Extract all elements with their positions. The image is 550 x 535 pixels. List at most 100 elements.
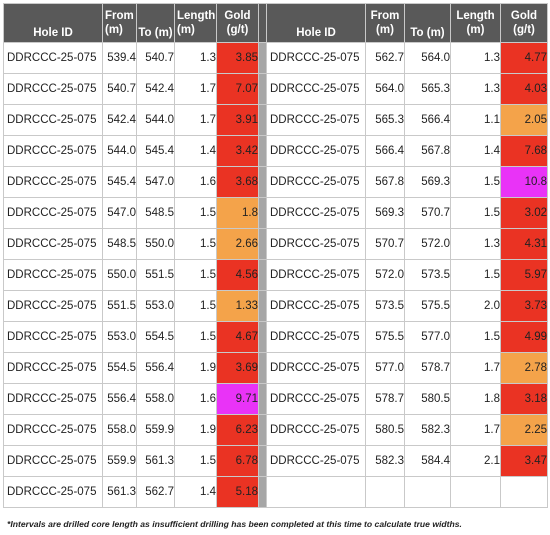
hole-id-cell: DDRCCC-25-075: [3, 259, 103, 291]
table-row: DDRCCC-25-075 545.4 547.0 1.6 3.68 DDRCCC-25-…: [3, 166, 548, 198]
from-cell: 548.5: [102, 228, 137, 260]
header-hole-id-right: Hole ID: [266, 3, 366, 43]
header-length: Length (m): [174, 3, 217, 43]
right-length-cell: 1.3: [450, 42, 501, 74]
right-from-cell: 562.7: [365, 42, 405, 74]
right-gold-cell: 4.99: [500, 321, 548, 353]
header-length-line1: Length: [177, 10, 216, 22]
from-cell: 556.4: [102, 383, 137, 415]
gold-cell: 1.8: [216, 197, 259, 229]
header-gold-right: Gold (g/t): [500, 3, 548, 43]
to-cell: 556.4: [136, 352, 175, 384]
gold-cell: 9.71: [216, 383, 259, 415]
right-to-cell: 575.5: [404, 290, 451, 322]
right-from-cell: 578.7: [365, 383, 405, 415]
header-length-line2: (m): [177, 24, 195, 36]
length-cell: 1.4: [174, 135, 217, 167]
from-cell: 561.3: [102, 476, 137, 508]
column-separator: [258, 352, 267, 384]
right-hole-id-cell: DDRCCC-25-075: [266, 135, 366, 167]
right-gold-cell: 2.05: [500, 104, 548, 136]
right-hole-id-cell: DDRCCC-25-075: [266, 290, 366, 322]
right-gold-cell: 3.47: [500, 445, 548, 477]
to-cell: 544.0: [136, 104, 175, 136]
length-cell: 1.9: [174, 352, 217, 384]
right-hole-id-cell: DDRCCC-25-075: [266, 73, 366, 105]
from-cell: 553.0: [102, 321, 137, 353]
from-cell: 554.5: [102, 352, 137, 384]
to-cell: 553.0: [136, 290, 175, 322]
column-separator: [258, 73, 267, 105]
table-row: DDRCCC-25-075 556.4 558.0 1.6 9.71 DDRCCC-25-…: [3, 383, 548, 415]
right-from-cell: 570.7: [365, 228, 405, 260]
header-hole-id: Hole ID: [3, 3, 103, 43]
right-from-cell: 569.3: [365, 197, 405, 229]
right-gold-cell: 3.02: [500, 197, 548, 229]
to-cell: 559.9: [136, 414, 175, 446]
header-from-right: From (m): [365, 3, 405, 43]
drill-results-panel: Hole ID From (m) To (m) Length (m) Gold (g/…: [3, 3, 548, 529]
length-cell: 1.5: [174, 290, 217, 322]
from-cell: 550.0: [102, 259, 137, 291]
length-cell: 1.5: [174, 445, 217, 477]
from-cell: 540.7: [102, 73, 137, 105]
hole-id-cell: DDRCCC-25-075: [3, 290, 103, 322]
right-from-cell: 564.0: [365, 73, 405, 105]
to-cell: 548.5: [136, 197, 175, 229]
table-row: DDRCCC-25-075 547.0 548.5 1.5 1.8 DDRCCC-25-0…: [3, 197, 548, 229]
gold-cell: 6.23: [216, 414, 259, 446]
to-cell: 554.5: [136, 321, 175, 353]
right-hole-id-cell: DDRCCC-25-075: [266, 42, 366, 74]
column-separator: [258, 445, 267, 477]
hole-id-cell: DDRCCC-25-075: [3, 166, 103, 198]
right-hole-id-cell: DDRCCC-25-075: [266, 166, 366, 198]
right-to-cell: 573.5: [404, 259, 451, 291]
column-separator: [258, 476, 267, 508]
right-from-cell: 565.3: [365, 104, 405, 136]
header-from-right-line2: (m): [376, 24, 394, 36]
header-to: To (m): [136, 3, 175, 43]
hole-id-cell: DDRCCC-25-075: [3, 352, 103, 384]
to-cell: 547.0: [136, 166, 175, 198]
right-length-cell: 2.0: [450, 290, 501, 322]
right-to-cell: 565.3: [404, 73, 451, 105]
right-to-cell: 582.3: [404, 414, 451, 446]
column-separator: [258, 228, 267, 260]
table-row: DDRCCC-25-075 539.4 540.7 1.3 3.85 DDRCCC-25-…: [3, 42, 548, 74]
right-length-cell: 1.3: [450, 228, 501, 260]
gold-cell: 3.69: [216, 352, 259, 384]
length-cell: 1.7: [174, 104, 217, 136]
column-separator: [258, 259, 267, 291]
column-separator: [258, 290, 267, 322]
right-gold-cell: 3.18: [500, 383, 548, 415]
from-cell: 558.0: [102, 414, 137, 446]
from-cell: 559.9: [102, 445, 137, 477]
right-gold-cell: 2.78: [500, 352, 548, 384]
right-hole-id-cell: DDRCCC-25-075: [266, 321, 366, 353]
footnote: *Intervals are drilled core length as in…: [7, 519, 462, 529]
right-length-cell: 1.3: [450, 73, 501, 105]
right-gold-cell: [500, 476, 548, 508]
gold-cell: 6.78: [216, 445, 259, 477]
gold-cell: 3.91: [216, 104, 259, 136]
right-from-cell: 582.3: [365, 445, 405, 477]
hole-id-cell: DDRCCC-25-075: [3, 135, 103, 167]
assay-results-table: Hole ID From (m) To (m) Length (m) Gold (g/…: [3, 3, 548, 508]
table-row: DDRCCC-25-075 558.0 559.9 1.9 6.23 DDRCCC-25-…: [3, 414, 548, 446]
right-from-cell: 572.0: [365, 259, 405, 291]
from-cell: 539.4: [102, 42, 137, 74]
right-to-cell: 564.0: [404, 42, 451, 74]
gold-cell: 3.85: [216, 42, 259, 74]
gold-cell: 3.68: [216, 166, 259, 198]
table-row: DDRCCC-25-075 561.3 562.7 1.4 5.18: [3, 476, 548, 508]
right-to-cell: 570.7: [404, 197, 451, 229]
right-gold-cell: 4.03: [500, 73, 548, 105]
column-separator: [258, 197, 267, 229]
right-hole-id-cell: [266, 476, 366, 508]
table-row: DDRCCC-25-075 551.5 553.0 1.5 1.33 DDRCCC-25-…: [3, 290, 548, 322]
hole-id-cell: DDRCCC-25-075: [3, 228, 103, 260]
right-from-cell: 575.5: [365, 321, 405, 353]
table-header-row: Hole ID From (m) To (m) Length (m) Gold (g/…: [3, 3, 548, 43]
right-to-cell: 580.5: [404, 383, 451, 415]
right-to-cell: 584.4: [404, 445, 451, 477]
